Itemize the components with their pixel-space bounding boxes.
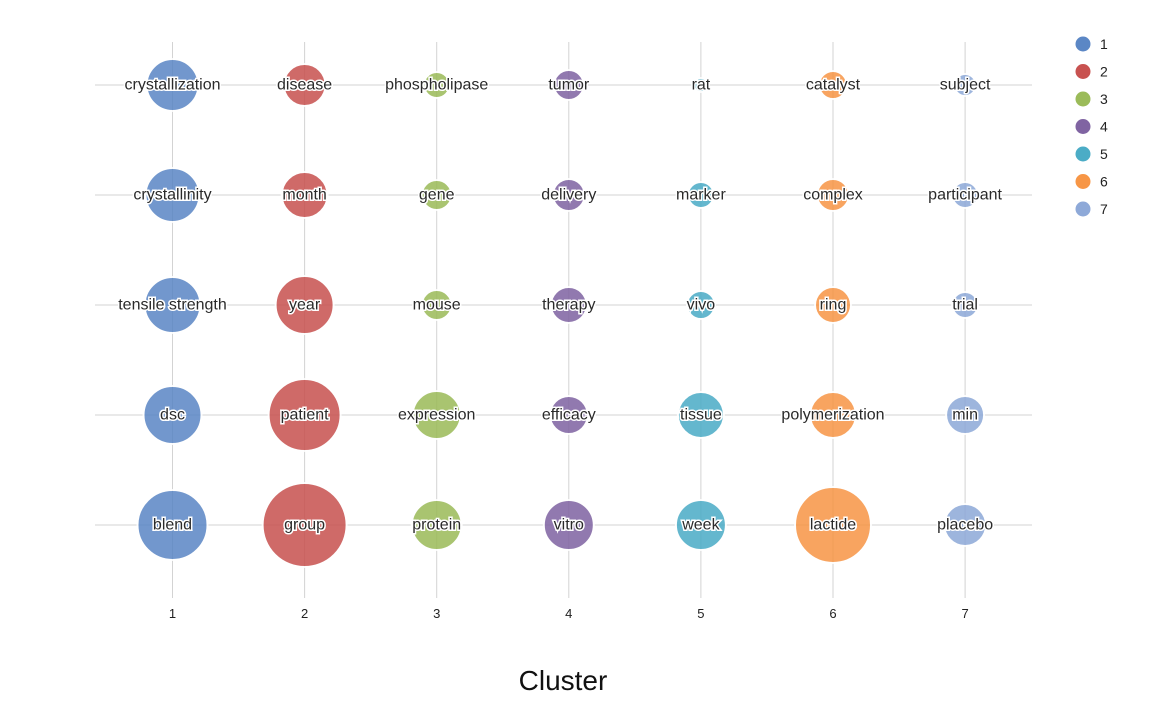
x-tick-label: 6 [829, 606, 836, 621]
bubble-week [674, 499, 727, 551]
bubble-label: dsc [160, 407, 185, 424]
bubble-min [945, 395, 986, 435]
bubble-label: disease [277, 77, 332, 94]
bubble-label: patient [281, 407, 330, 424]
legend-label: 5 [1100, 146, 1108, 162]
bubble-patient [267, 378, 342, 452]
bubble-phospholipase [422, 71, 451, 99]
bubble-tensile-strength [143, 276, 202, 334]
bubble-label: month [282, 187, 326, 204]
bubble-polymerization [809, 391, 857, 439]
bubble-gene [420, 179, 453, 211]
bubble-label: trial [952, 297, 978, 314]
bubble-label: mouse [413, 297, 461, 314]
x-axis-title: Cluster [519, 665, 608, 696]
legend-swatch [1075, 119, 1091, 134]
bubble-label: tensile strength [118, 297, 227, 314]
legend-label: 1 [1100, 36, 1108, 52]
legend-label: 3 [1100, 91, 1108, 107]
bubble-participant [951, 181, 980, 209]
bubble-label: year [289, 297, 321, 314]
x-tick-label: 1 [169, 606, 176, 621]
bubble-subject [953, 73, 978, 97]
bubble-label: participant [928, 187, 1002, 204]
legend-label: 6 [1100, 174, 1108, 190]
legend-label: 7 [1100, 201, 1108, 217]
x-axis-ticks: 1 2 3 4 5 6 7 [169, 606, 969, 621]
bubble-label: delivery [541, 187, 596, 204]
legend: 1 2 3 4 5 6 7 [1075, 36, 1108, 217]
bubble-label: blend [153, 517, 192, 534]
legend-swatch [1075, 64, 1091, 79]
bubble-label: placebo [937, 517, 993, 534]
bubble-label: crystallization [124, 77, 220, 94]
bubble-rat [692, 77, 709, 93]
legend-swatch [1075, 91, 1091, 107]
bubble-label: complex [803, 187, 863, 204]
bubble-vitro [542, 499, 595, 551]
bubble-mouse [420, 289, 453, 321]
bubble-efficacy [548, 395, 589, 435]
bubble-crystallinity [144, 167, 201, 223]
bubble-label: vitro [554, 517, 584, 534]
bubble-vivo [685, 290, 716, 320]
legend-label: 2 [1100, 64, 1108, 80]
bubble-label: efficacy [542, 407, 596, 424]
bubble-label: vivo [687, 297, 716, 314]
legend-swatch [1075, 201, 1091, 217]
bubble-labels: crystallization crystallinity tensile stre… [117, 75, 1004, 535]
bubble-expression [411, 390, 462, 440]
bubble-month [280, 171, 329, 219]
bubble-label: gene [419, 187, 455, 204]
bubble-label: lactide [810, 517, 856, 534]
legend-swatch [1075, 174, 1091, 189]
bubble-tissue [676, 391, 725, 439]
x-tick-label: 4 [565, 606, 572, 621]
bubble-label: group [284, 517, 325, 534]
bubble-catalyst [818, 70, 848, 100]
bubble-label: protein [412, 517, 461, 534]
bubble-marker [686, 181, 715, 209]
bubble-tumor [552, 69, 585, 101]
bubble-delivery [551, 178, 586, 212]
bubble-group [261, 482, 348, 568]
bubble-label: phospholipase [385, 77, 488, 94]
bubble-label: rat [692, 77, 711, 94]
bubble-label: subject [940, 77, 991, 94]
bubble-label: min [952, 407, 978, 424]
bubble-blend [136, 489, 209, 561]
x-tick-label: 5 [697, 606, 704, 621]
bubble-dsc [142, 385, 203, 445]
legend-label: 4 [1100, 119, 1108, 135]
bubble-label: ring [820, 297, 847, 314]
bubble-protein [410, 499, 463, 551]
bubble-label: tissue [680, 407, 722, 424]
bubble-complex [816, 178, 850, 212]
bubble-label: tumor [548, 77, 590, 94]
bubble-year [274, 275, 335, 335]
x-tick-label: 7 [961, 606, 968, 621]
bubble-label: marker [676, 187, 726, 204]
bubble-label: therapy [542, 297, 595, 314]
bubbles [136, 58, 988, 568]
bubble-label: polymerization [781, 407, 884, 424]
bubble-disease [282, 63, 327, 107]
bubble-label: week [681, 517, 720, 534]
x-tick-label: 3 [433, 606, 440, 621]
legend-swatch [1075, 36, 1091, 52]
bubble-lactide [794, 486, 872, 564]
bubble-ring [814, 286, 852, 324]
bubble-label: crystallinity [133, 187, 211, 204]
bubble-crystallization [145, 58, 200, 112]
bubble-placebo [943, 503, 988, 547]
bubble-trial [951, 291, 980, 319]
bubble-therapy [549, 286, 588, 324]
legend-swatch [1075, 146, 1091, 162]
x-tick-label: 2 [301, 606, 308, 621]
bubble-label: expression [398, 407, 475, 424]
bubble-label: catalyst [806, 77, 861, 94]
